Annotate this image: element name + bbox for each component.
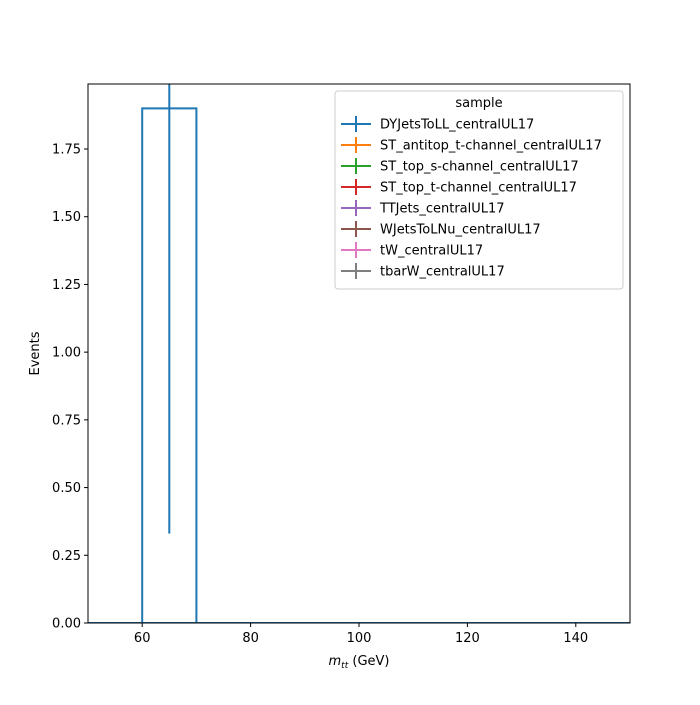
y-tick-label: 0.50 [52,481,81,496]
legend-title: sample [455,96,502,111]
legend-entry-label: WJetsToLNu_centralUL17 [380,223,541,238]
y-axis-label: Events [28,331,43,375]
x-axis-label-unit: (GeV) [348,654,389,669]
y-tick-label: 0.75 [52,413,81,428]
legend: sample DYJetsToLL_centralUL17 ST_antitop_t… [334,90,624,290]
legend-entry-label: tW_centralUL17 [380,244,483,259]
legend-entry-label: ST_top_t-channel_centralUL17 [380,181,577,196]
y-tick-label: 1.25 [52,278,81,293]
legend-entry-label: ST_top_s-channel_centralUL17 [380,160,579,175]
x-axis-label-symbol: m [329,654,342,669]
x-tick-label: 100 [347,631,372,646]
y-tick-label: 1.75 [52,143,81,158]
x-tick-label: 120 [455,631,480,646]
x-axis-label: mtt (GeV) [329,654,390,671]
y-tick-label: 1.00 [52,346,81,361]
x-tick-label: 80 [242,631,259,646]
y-axis: 0.00 0.25 0.50 0.75 1.00 1.25 1.50 1.75 [52,143,88,632]
x-tick-label: 140 [563,631,588,646]
legend-entry-label: TTJets_centralUL17 [379,202,505,217]
plot-area [88,84,630,623]
x-axis: 60 80 100 120 140 [134,623,588,646]
x-tick-label: 60 [134,631,151,646]
legend-entry-label: ST_antitop_t-channel_centralUL17 [380,139,602,154]
legend-frame [334,90,624,290]
x-axis-label-subscript: tt [341,661,349,671]
y-tick-label: 0.00 [52,617,81,632]
y-tick-label: 1.50 [52,210,81,225]
y-tick-label: 0.25 [52,549,81,564]
legend-entry-label: tbarW_centralUL17 [380,265,505,280]
legend-entry-label: DYJetsToLL_centralUL17 [380,118,534,133]
